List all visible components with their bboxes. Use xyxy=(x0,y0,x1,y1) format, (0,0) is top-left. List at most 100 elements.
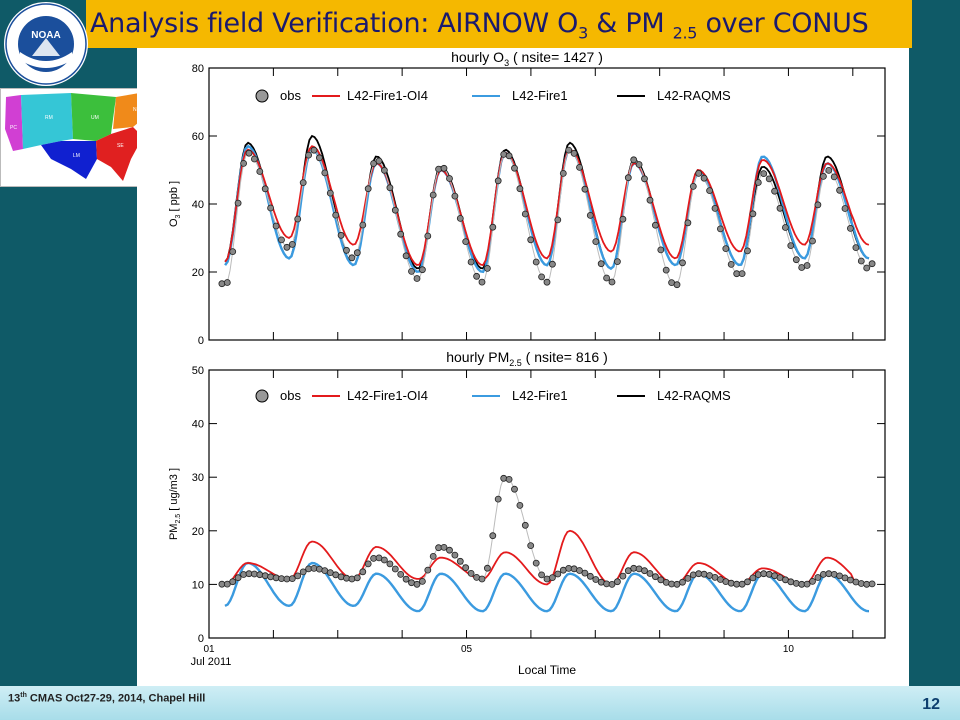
o3-obs-point xyxy=(754,179,762,186)
o3-obs-point xyxy=(380,166,388,174)
pm25-obs-point xyxy=(386,560,394,568)
o3-obs-point xyxy=(825,167,833,174)
pm25-ytick-label: 20 xyxy=(192,526,204,538)
o3-obs-point xyxy=(511,164,518,172)
pm25-chart-title: hourly PM2.5 ( nsite= 816 ) xyxy=(446,349,608,368)
pm25-obs-point xyxy=(809,578,816,585)
pm25-obs-point xyxy=(500,474,508,482)
o3-obs-point xyxy=(343,246,350,254)
o3-obs-point xyxy=(359,221,367,229)
o3-obs-point xyxy=(251,155,258,163)
o3-obs-point xyxy=(608,278,616,286)
o3-obs-point xyxy=(267,204,275,212)
pm25-obs-point xyxy=(353,574,361,582)
pm25-obs-point xyxy=(256,571,264,579)
pm25-obs-point xyxy=(673,580,681,588)
page-number: 12 xyxy=(922,696,940,713)
o3-obs-point xyxy=(586,211,594,219)
pm25-obs-point xyxy=(299,568,307,576)
pm25-obs-point xyxy=(679,578,686,586)
o3-obs-point xyxy=(505,152,513,160)
pm25-legend-label: L42-Fire1-OI4 xyxy=(347,388,428,403)
o3-obs-point xyxy=(646,196,654,204)
o3-obs-point xyxy=(364,185,372,193)
o3-obs-point xyxy=(424,232,432,240)
o3-obs-point xyxy=(397,230,405,238)
o3-legend-label: L42-RAQMS xyxy=(657,88,731,103)
pm25-obs-point xyxy=(440,543,448,551)
charts-svg: hourly O3 ( nsite= 1427 ) 0 20 40 60 80 O3 [… xyxy=(168,49,886,677)
pm25-obs-point xyxy=(429,552,437,560)
pm25-obs-point xyxy=(521,521,529,529)
pm25-obs-point xyxy=(613,578,621,586)
pm25-obs-point xyxy=(359,568,367,576)
o3-obs-point xyxy=(462,238,470,246)
o3-obs-point xyxy=(418,266,426,274)
o3-obs-point xyxy=(548,260,556,268)
o3-obs-point xyxy=(711,204,719,212)
pm25-obs-point xyxy=(619,572,627,580)
pm25-obs-point xyxy=(451,551,459,559)
pm25-obs-point xyxy=(494,495,502,503)
o3-obs-point xyxy=(641,175,648,183)
o3-obs-point xyxy=(776,204,784,212)
o3-obs-point xyxy=(353,249,361,257)
o3-obs-point xyxy=(722,245,730,253)
title-bar: Analysis field Verification: AIRNOW O3 &… xyxy=(86,0,912,48)
o3-obs-point xyxy=(321,169,329,177)
o3-obs-point xyxy=(619,215,627,223)
o3-obs-point xyxy=(706,187,713,195)
o3-obs-point xyxy=(814,201,822,209)
pm25-series xyxy=(218,474,876,613)
pm25-legend-marker-obs xyxy=(255,389,269,403)
pm25-plot-frame xyxy=(208,369,886,639)
o3-obs-point xyxy=(543,278,551,286)
o3-obs-point xyxy=(288,240,296,248)
pm25-obs-point xyxy=(592,576,600,583)
o3-obs-point xyxy=(245,149,253,157)
pm25-obs-point xyxy=(229,578,237,586)
o3-obs-point xyxy=(261,185,269,193)
o3-obs-point xyxy=(299,179,307,187)
o3-obs-point xyxy=(310,146,318,154)
o3-obs-point xyxy=(727,260,735,268)
o3-obs-point xyxy=(521,210,529,218)
o3-obs-point xyxy=(652,221,659,229)
pm25-obs-point xyxy=(348,575,356,583)
o3-obs-point xyxy=(841,205,849,212)
pm25-obs-point xyxy=(467,570,475,577)
pm25-obs-point xyxy=(294,572,302,580)
o3-obs-point xyxy=(635,161,643,168)
o3-y-label: O3 [ ppb ] xyxy=(168,181,182,227)
o3-obs-point xyxy=(489,223,497,231)
o3-y-axis: 0 20 40 60 80 xyxy=(192,63,885,347)
pm25-obs-point xyxy=(586,572,594,580)
pm25-obs-point xyxy=(787,578,795,586)
pm25-legend-label: L42-RAQMS xyxy=(657,388,731,403)
o3-obs-point xyxy=(386,184,394,192)
o3-obs-point xyxy=(857,257,865,265)
o3-obs-point xyxy=(603,274,611,282)
pm25-obs-point xyxy=(446,546,453,554)
pm25-obs-point xyxy=(700,570,708,578)
o3-obs-point xyxy=(446,175,453,182)
footer-conference: 13th CMAS Oct27-29, 2014, Chapel Hill xyxy=(8,692,206,705)
o3-obs-point xyxy=(408,267,415,275)
pm25-obs-point xyxy=(527,542,535,550)
pm25-obs-point xyxy=(418,578,426,585)
logo-text: NOAA xyxy=(31,30,60,41)
pm25-obs-point xyxy=(868,580,876,588)
region-pc: PC xyxy=(10,125,17,131)
o3-ytick-label: 80 xyxy=(192,63,204,75)
o3-obs-point xyxy=(413,275,421,282)
pm25-obs-point xyxy=(402,575,410,583)
o3-obs-point xyxy=(765,175,773,183)
pm25-obs-point xyxy=(505,475,513,483)
o3-obs-point xyxy=(760,170,768,177)
pm25-obs-point xyxy=(792,580,800,587)
pm25-obs-point xyxy=(548,574,556,581)
pm25-y-label: PM2.5 [ ug/m3 ] xyxy=(168,468,182,540)
o3-obs-point xyxy=(326,189,334,197)
